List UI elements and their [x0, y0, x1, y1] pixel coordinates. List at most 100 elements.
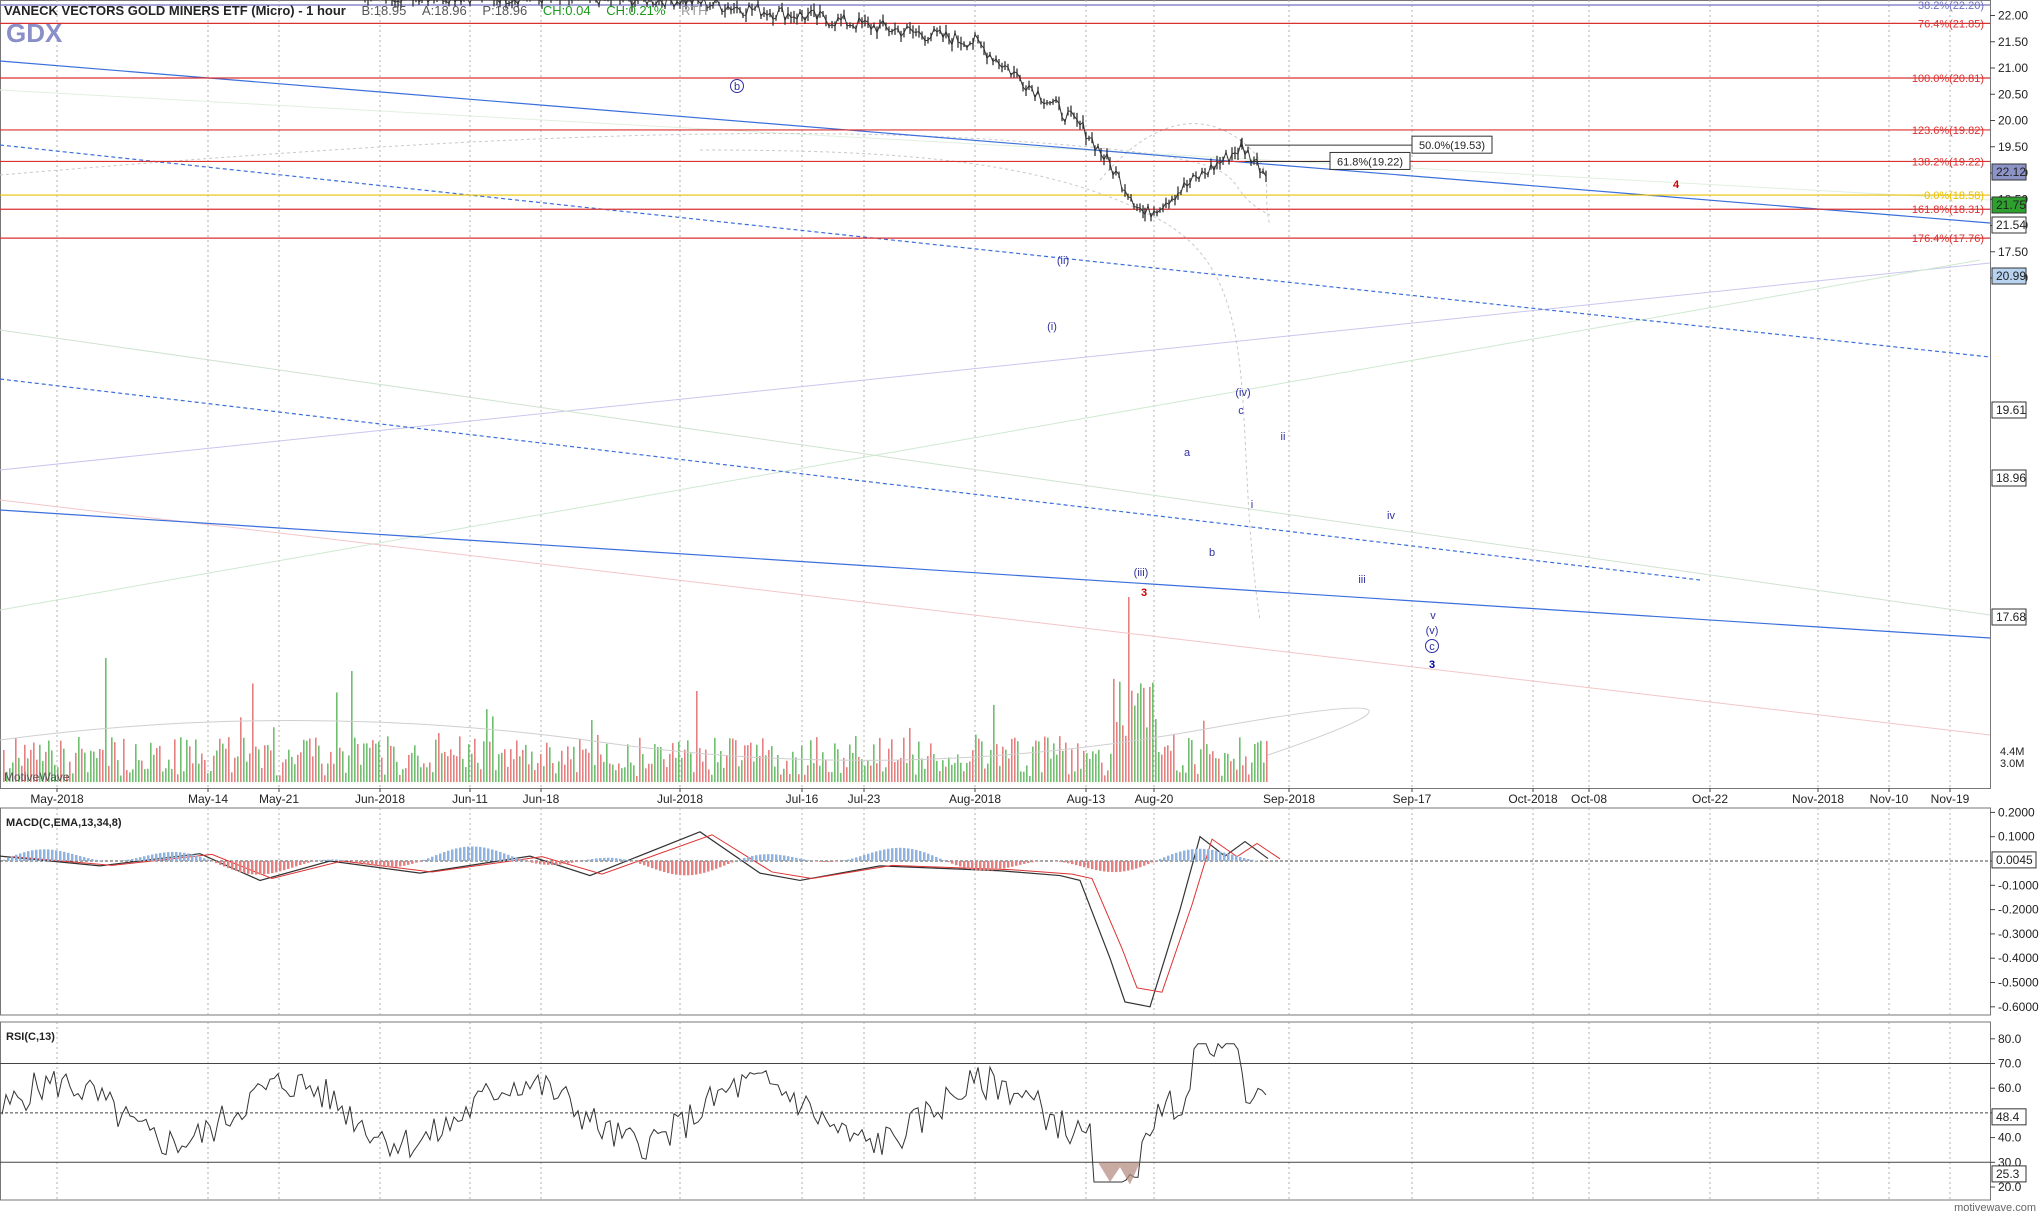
macd-hist-bar	[755, 855, 758, 861]
volume-bar	[294, 764, 296, 782]
volume-bar	[192, 763, 194, 782]
volume-bar	[378, 741, 380, 782]
rsi-tick-label: 70.0	[1998, 1057, 2022, 1071]
wave-label: i	[1251, 499, 1253, 511]
date-tick-label: Jun-11	[452, 792, 488, 806]
macd-hist-bar	[87, 858, 90, 861]
volume-bar	[1011, 738, 1013, 782]
fibonacci-levels: 38.2%(23.66)23.6%(23.24)50.0%(23.08)61.8…	[0, 0, 1990, 245]
volume-bar	[1068, 774, 1070, 782]
macd-hist-bar	[1251, 859, 1254, 861]
volume-bar	[39, 744, 41, 782]
volume-bar	[1194, 764, 1196, 782]
volume-bar	[180, 737, 182, 782]
bid-value: B:18.95	[361, 3, 407, 18]
volume-bar	[720, 751, 722, 782]
macd-tick-label: 0.2000	[1998, 805, 2035, 819]
volume-bar	[201, 753, 203, 782]
macd-hist-bar	[1247, 858, 1250, 861]
volume-bar	[930, 743, 932, 782]
volume-bar	[741, 760, 743, 782]
macd-hist-bar	[39, 849, 42, 861]
volume-bar	[81, 748, 83, 782]
macd-hist-bar	[1215, 850, 1218, 861]
macd-hist-bar	[743, 858, 746, 861]
faint-line	[0, 259, 1981, 611]
wave-label-circle	[730, 79, 744, 93]
macd-hist-bar	[507, 854, 510, 861]
rsi-tick-label: 40.0	[1998, 1131, 2022, 1145]
macd-hist-bar	[55, 850, 58, 861]
volume-bar	[36, 759, 38, 782]
volume-bar	[897, 760, 899, 782]
volume-bar	[1104, 775, 1106, 782]
volume-bar	[507, 766, 509, 782]
macd-hist-bar	[651, 861, 654, 869]
volume-bar	[492, 716, 494, 782]
volume-bar	[936, 760, 938, 782]
volume-bar	[189, 746, 191, 782]
macd-hist-bar	[187, 853, 190, 861]
macd-hist-bar	[859, 856, 862, 861]
macd-hist-bar	[851, 858, 854, 861]
wave-label: (iii)	[1134, 567, 1149, 579]
macd-hist-bar	[443, 852, 446, 861]
volume-bar	[522, 749, 524, 782]
volume-bar	[1116, 721, 1118, 782]
macd-title: MACD(C,EMA,13,34,8)	[6, 817, 122, 829]
volume-bar	[327, 763, 329, 782]
date-tick-label: Jul-2018	[657, 792, 703, 806]
trend-channel	[0, 60, 1991, 639]
macd-hist-bar	[999, 861, 1002, 870]
volume-bar	[339, 747, 341, 782]
volume-bar	[1137, 693, 1139, 782]
macd-hist-bar	[311, 861, 314, 862]
macd-hist-bar	[159, 852, 162, 861]
macd-hist-bar	[1127, 861, 1130, 871]
macd-hist-bar	[627, 860, 630, 861]
volume-bar	[1176, 770, 1178, 782]
price-line	[367, 0, 1267, 219]
macd-hist-bar	[791, 856, 794, 861]
wave-label: a	[1184, 447, 1191, 459]
volume-bar	[72, 773, 74, 782]
volume-bar	[420, 767, 422, 782]
macd-hist-bar	[1231, 854, 1234, 861]
fib-level-label: 161.8%(18.31)	[1912, 204, 1984, 216]
target-box	[1411, 135, 1493, 154]
volume-bar	[510, 749, 512, 782]
volume-bar	[1152, 682, 1154, 782]
rsi-badge-label: 25.3	[1996, 1167, 2020, 1181]
volume-bar	[525, 744, 527, 782]
macd-hist-bar	[711, 861, 714, 871]
macd-hist-bar	[123, 860, 126, 861]
volume-bar	[1218, 758, 1220, 782]
volume-bar	[438, 733, 440, 782]
channel-upper-line	[0, 60, 1991, 224]
volume-bar	[885, 767, 887, 782]
volume-bar	[1140, 683, 1142, 782]
macd-hist-bar	[15, 854, 18, 861]
macd-hist-bar	[531, 861, 534, 863]
macd-hist-bar	[67, 852, 70, 861]
volume-bar	[942, 760, 944, 782]
macd-hist-bar	[439, 853, 442, 861]
volume-bar	[213, 755, 215, 782]
macd-hist-bar	[1027, 861, 1030, 864]
volume-bar	[303, 739, 305, 782]
price-tick-label: 21.50	[1998, 35, 2028, 49]
date-tick-label: Nov-2018	[1792, 792, 1844, 806]
macd-hist-bar	[715, 861, 718, 869]
volume-bar	[573, 746, 575, 782]
macd-hist-bar	[1147, 861, 1150, 865]
macd-hist-bar	[219, 861, 222, 865]
volume-bar	[840, 772, 842, 782]
volume-bar	[609, 763, 611, 782]
volume-bar	[117, 760, 119, 782]
volume-bar	[1254, 744, 1256, 782]
volume-bar	[624, 767, 626, 782]
macd-hist-bar	[79, 856, 82, 861]
wave-label: 4	[1673, 179, 1680, 191]
volume-bar	[33, 742, 35, 782]
